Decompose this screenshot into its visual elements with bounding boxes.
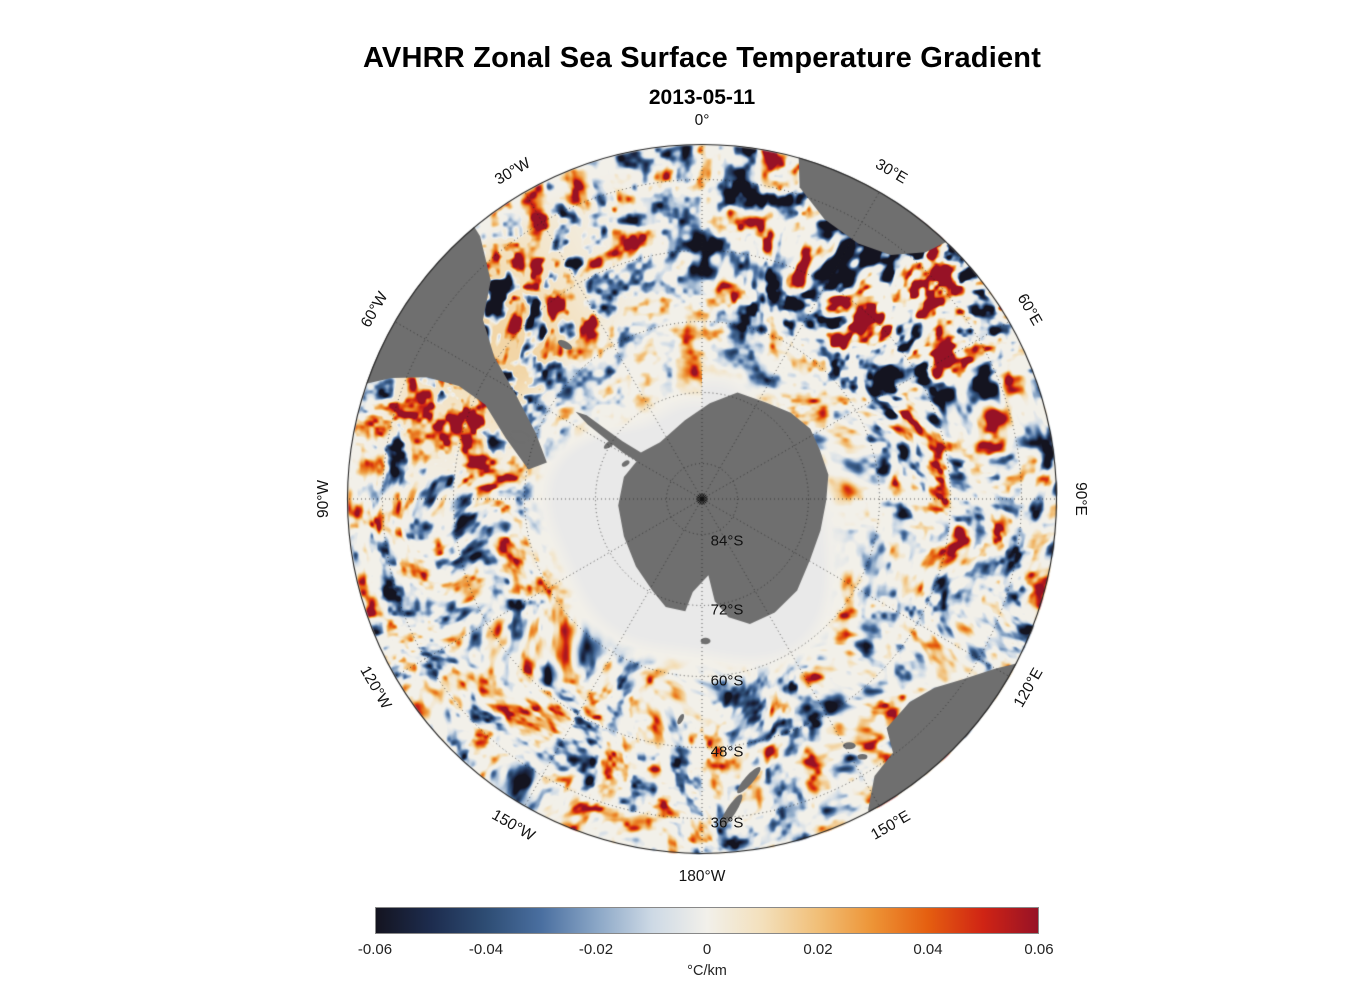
sst-gradient-map-canvas — [346, 143, 1058, 855]
meridian-label-180W: 180°W — [678, 868, 726, 885]
parallel-label-84S: 84°S — [710, 532, 744, 550]
colorbar-units-label: °C/km — [687, 963, 727, 979]
parallel-label-36S: 36°S — [710, 814, 744, 832]
parallel-label-72S: 72°S — [710, 601, 744, 619]
parallel-label-60S: 60°S — [710, 672, 744, 690]
colorbar — [375, 907, 1039, 934]
meridian-label-0: 0° — [694, 112, 710, 129]
colorbar-tick: 0.06 — [1024, 941, 1054, 958]
figure-date: 2013-05-11 — [648, 86, 756, 109]
colorbar-tick: -0.02 — [578, 941, 614, 958]
colorbar-tick: 0.02 — [803, 941, 833, 958]
figure-title: AVHRR Zonal Sea Surface Temperature Grad… — [362, 42, 1042, 74]
polar-map-plot: 0° 30°E 60°E 90°E 120°E 150°E 180°W 150°… — [315, 112, 1089, 885]
colorbar-tick: -0.06 — [357, 941, 393, 958]
parallel-label-48S: 48°S — [710, 743, 744, 761]
colorbar-tick: 0 — [702, 941, 712, 958]
meridian-label-90W: 90°W — [315, 479, 332, 519]
colorbar-tick: -0.04 — [468, 941, 504, 958]
colorbar-tick: 0.04 — [913, 941, 943, 958]
meridian-label-90E: 90°E — [1072, 482, 1089, 516]
